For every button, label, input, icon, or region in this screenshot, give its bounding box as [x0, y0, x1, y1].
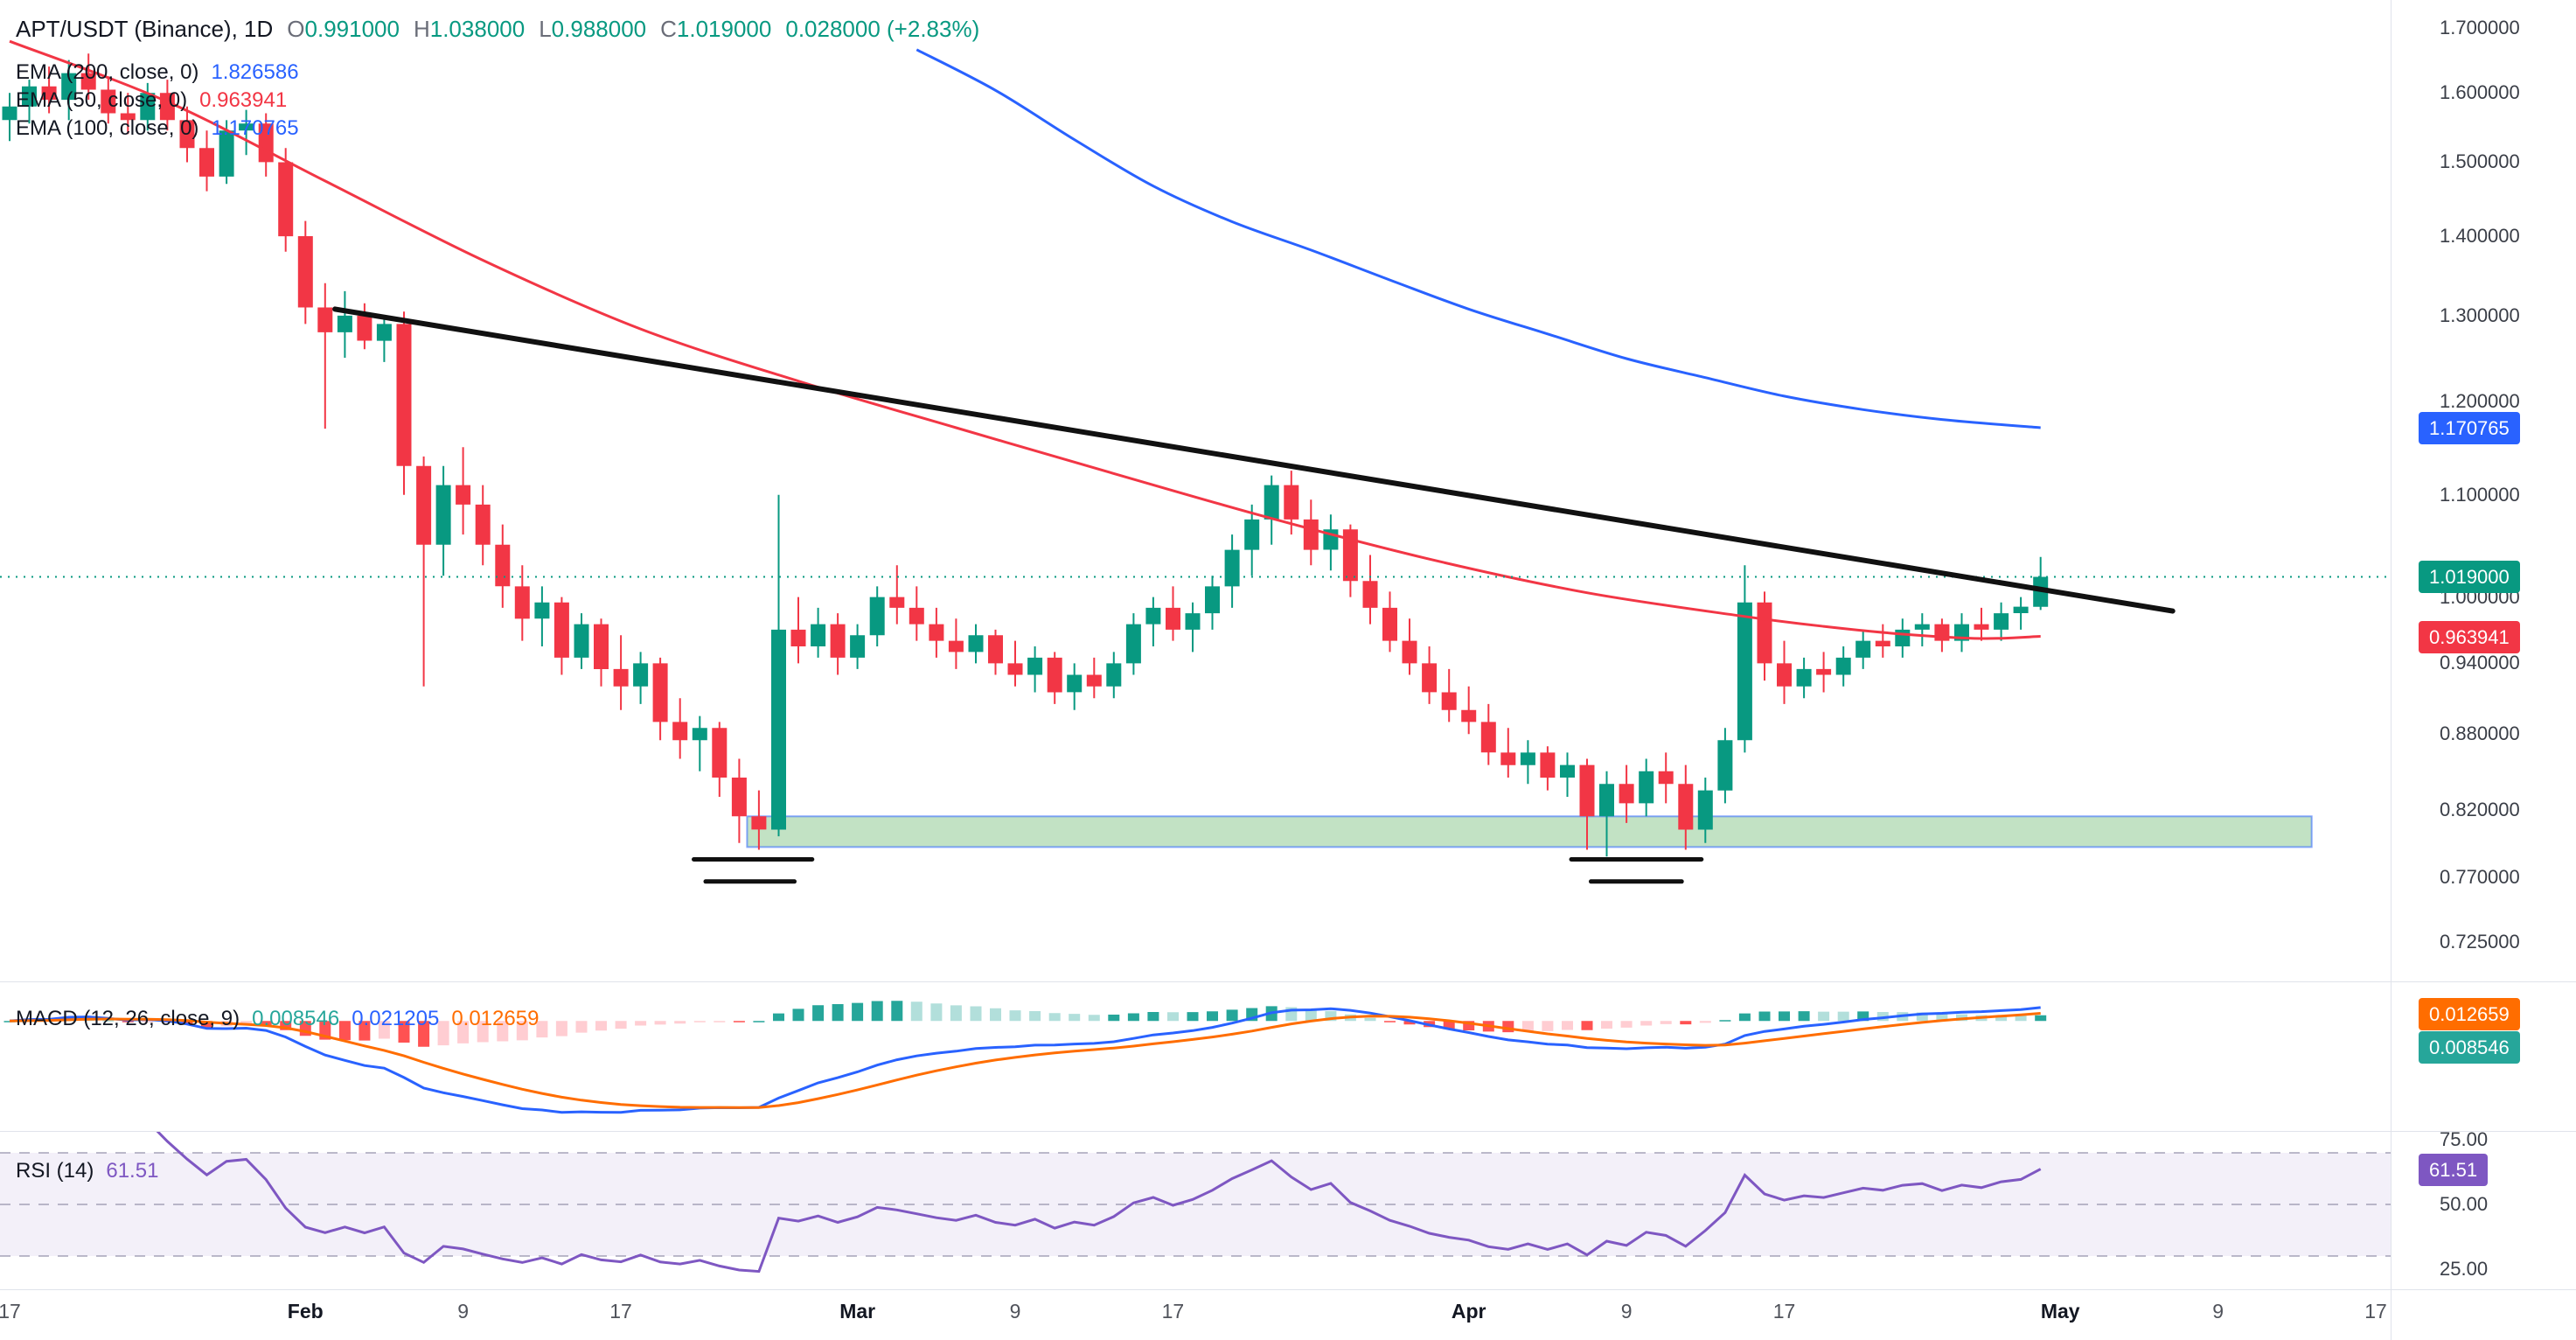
time-label-day: 9 — [457, 1300, 470, 1323]
time-label-day: 17 — [2364, 1300, 2387, 1323]
ema50-line[interactable] — [9, 39, 2041, 640]
open-value: 0.991000 — [304, 16, 400, 42]
rsi-name: RSI (14) — [16, 1159, 94, 1183]
price-axis-label: 0.725000 — [2440, 930, 2520, 953]
ema200-value: 1.826586 — [211, 60, 299, 84]
rsi-axis-label: 25.00 — [2440, 1257, 2489, 1280]
time-label-day: 17 — [0, 1300, 21, 1323]
macd-signal-line[interactable] — [9, 1012, 2041, 1109]
ema100-price-badge: 1.170765 — [2419, 412, 2520, 445]
close-key: C — [660, 16, 677, 42]
price-macd-separator — [0, 981, 2576, 982]
ema50-legend[interactable]: EMA (50, close, 0) 0.963941 — [16, 87, 287, 114]
price-axis[interactable]: 1.700000 1.600000 1.500000 1.400000 1.300000… — [2391, 0, 2576, 1289]
price-axis-label: 1.700000 — [2440, 17, 2520, 38]
macd-signal-value: 0.012659 — [451, 1007, 540, 1030]
macd-rsi-separator — [0, 1131, 2576, 1132]
time-label-month: Feb — [287, 1300, 324, 1323]
macd-line[interactable] — [9, 1006, 2041, 1114]
ema100-name: EMA (100, close, 0) — [16, 116, 199, 140]
time-axis-separator — [0, 1289, 2576, 1290]
symbol-legend[interactable]: APT/USDT (Binance), 1D O0.991000 H1.038000… — [16, 16, 979, 42]
price-axis-label: 0.880000 — [2440, 722, 2520, 745]
rsi-axis-label: 50.00 — [2440, 1193, 2489, 1215]
time-label-month: Mar — [839, 1300, 876, 1323]
symbol-title: APT/USDT (Binance), 1D — [16, 16, 274, 42]
rsi-legend[interactable]: RSI (14) 61.51 — [16, 1158, 158, 1184]
rsi-pane-canvas[interactable] — [0, 1131, 2391, 1289]
candle-wicks-down — [48, 53, 1982, 850]
time-label-month: May — [2040, 1300, 2080, 1323]
macd-name: MACD (12, 26, close, 9) — [16, 1007, 240, 1030]
rsi-axis-label: 75.00 — [2440, 1128, 2489, 1151]
price-axis-label: 0.770000 — [2440, 865, 2520, 888]
candle-wicks-up — [9, 59, 2042, 857]
price-axis-label: 0.820000 — [2440, 798, 2520, 820]
price-axis-separator — [2391, 0, 2392, 1340]
macd-histogram-up-fading — [43, 1002, 2027, 1022]
ema200-name: EMA (200, close, 0) — [16, 60, 199, 84]
rsi-value: 61.51 — [106, 1159, 159, 1183]
ema100-value: 1.170765 — [211, 116, 299, 140]
time-label-month: Apr — [1451, 1300, 1486, 1323]
ema100-line[interactable] — [916, 48, 2041, 429]
price-pane-canvas[interactable] — [0, 0, 2391, 981]
rsi-line[interactable] — [10, 1131, 2042, 1274]
time-label-day: 9 — [2212, 1300, 2224, 1323]
macd-pane-canvas[interactable] — [0, 981, 2391, 1131]
descending-trendline[interactable] — [332, 306, 2176, 614]
price-axis-label: 1.500000 — [2440, 150, 2520, 173]
time-label-day: 9 — [1009, 1300, 1021, 1323]
high-key: H — [413, 16, 430, 42]
candle-bodies-up — [2, 73, 2049, 830]
time-label-day: 9 — [1620, 1300, 1633, 1323]
macd-signal-badge: 0.012659 — [2419, 997, 2520, 1030]
price-axis-label: 1.600000 — [2440, 81, 2520, 104]
ema50-price-badge: 0.963941 — [2419, 620, 2520, 653]
time-label-day: 17 — [1772, 1300, 1796, 1323]
macd-legend[interactable]: MACD (12, 26, close, 9) 0.008546 0.021205 0… — [16, 1006, 539, 1032]
ema50-value: 0.963941 — [199, 88, 288, 112]
price-axis-label: 0.940000 — [2440, 652, 2520, 674]
price-axis-label: 1.400000 — [2440, 225, 2520, 248]
support-zone-rectangle[interactable] — [746, 815, 2313, 848]
low-value: 0.988000 — [551, 16, 647, 42]
time-axis[interactable]: 17 Feb 9 17 Mar 9 17 Apr 9 17 May 9 17 — [0, 1289, 2576, 1340]
macd-hist-badge: 0.008546 — [2419, 1030, 2520, 1064]
price-axis-label: 1.100000 — [2440, 483, 2520, 506]
last-price-badge: 1.019000 — [2419, 561, 2520, 594]
ema50-name: EMA (50, close, 0) — [16, 88, 188, 112]
close-value: 1.019000 — [676, 16, 772, 42]
ema100-legend[interactable]: EMA (100, close, 0) 1.170765 — [16, 115, 299, 142]
open-key: O — [287, 16, 305, 42]
time-label-day: 17 — [1161, 1300, 1185, 1323]
macd-line-value: 0.021205 — [352, 1007, 440, 1030]
rsi-value-badge: 61.51 — [2419, 1153, 2489, 1186]
high-value: 1.038000 — [429, 16, 526, 42]
time-label-day: 17 — [609, 1300, 632, 1323]
price-axis-label: 1.200000 — [2440, 390, 2520, 413]
low-key: L — [539, 16, 552, 42]
ema200-legend[interactable]: EMA (200, close, 0) 1.826586 — [16, 59, 299, 86]
macd-hist-value: 0.008546 — [252, 1007, 340, 1030]
price-axis-label: 1.300000 — [2440, 304, 2520, 326]
change-value: 0.028000 (+2.83%) — [785, 16, 980, 42]
